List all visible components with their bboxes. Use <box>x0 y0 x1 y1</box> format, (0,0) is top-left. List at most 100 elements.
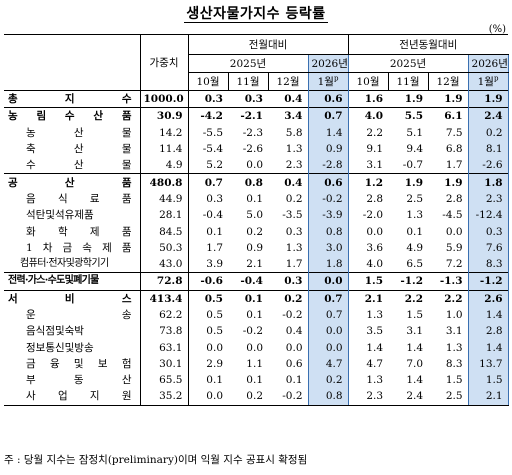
row-category: 축 산 물 <box>26 143 132 156</box>
yoy-value: 8.1 <box>467 140 509 158</box>
mom-value: 0.4 <box>285 325 303 338</box>
row-category: 음식점및숙박 <box>26 325 84 338</box>
mom-value: 0.3 <box>268 272 308 291</box>
yoy-value: 6.8 <box>445 143 463 156</box>
row-weight: 413.4 <box>139 289 188 307</box>
yoy-value: 3.6 <box>347 239 389 256</box>
header-category <box>4 35 140 91</box>
mom-value: 0.9 <box>246 241 263 254</box>
table-row: 부 동 산 65.5 0.1 0.1 0.1 0.2 1.3 1.4 1.5 1.5 <box>4 372 509 389</box>
yoy-value: 2.8 <box>467 323 509 340</box>
table-row: 사 업 지 원 35.2 0.0 0.2 -0.2 0.8 2.3 2.4 2.5 2.1 <box>4 388 509 406</box>
header-yoy-year-prev: 2025년 <box>347 54 469 73</box>
row-category: 공 산 품 <box>4 173 140 191</box>
mom-value: 0.8 <box>228 173 268 191</box>
mom-value: 0.1 <box>285 374 303 387</box>
mom-value: 1.3 <box>285 241 303 254</box>
table-row: 1 차 금 속 제 품 50.3 1.7 0.9 1.3 3.0 3.6 4.9 5.9 7.6 <box>4 239 509 256</box>
yoy-value: 1.4 <box>406 341 424 354</box>
mom-value: -0.6 <box>187 272 228 291</box>
page-title: 생산자물가지수 등락률 <box>184 6 328 23</box>
header-mom-month: 12월 <box>267 72 308 91</box>
mom-value: 0.1 <box>246 309 263 321</box>
mom-value: -0.4 <box>228 272 268 291</box>
mom-value: 0.5 <box>187 323 228 340</box>
mom-value: 1.3 <box>285 143 303 156</box>
mom-value: -0.2 <box>242 325 263 338</box>
mom-value: 0.0 <box>187 388 228 406</box>
mom-value: 0.7 <box>307 306 349 324</box>
row-category: 농 림 수 산 품 <box>4 107 140 125</box>
mom-value: 1.7 <box>187 239 228 256</box>
mom-value: 2.1 <box>246 258 263 271</box>
yoy-value: 7.5 <box>445 126 463 139</box>
mom-value: 0.1 <box>246 374 263 387</box>
mom-value: -4.2 <box>187 107 228 125</box>
row-category: 전력·가스·수도및폐기물 <box>4 272 140 291</box>
mom-value: 0.0 <box>307 323 349 340</box>
row-category: 농 산 물 <box>26 126 132 139</box>
yoy-value: 9.1 <box>347 140 389 158</box>
yoy-value: 2.8 <box>445 192 463 205</box>
row-category: 금 융 및 보 험 <box>26 357 132 370</box>
yoy-value: 1.9 <box>388 173 429 191</box>
table-row: 음식점및숙박 73.8 0.5 -0.2 0.4 0.0 3.5 3.1 3.1 2.8 <box>4 323 509 340</box>
table-row: 총 지 수 1000.0 0.3 0.3 0.4 0.6 1.6 1.9 1.9 1.9 <box>4 90 509 108</box>
yoy-value: 2.4 <box>467 107 509 125</box>
yoy-value: 1.5 <box>445 374 463 387</box>
yoy-value: 0.2 <box>467 124 509 141</box>
header-yoy-month: 10월 <box>347 72 389 91</box>
yoy-value: 1.4 <box>467 339 509 356</box>
mom-value: 0.2 <box>246 225 263 238</box>
mom-value: 0.2 <box>285 192 303 205</box>
yoy-value: 5.1 <box>406 126 424 139</box>
yoy-value: 2.5 <box>428 388 469 406</box>
mom-value: 0.8 <box>307 223 349 240</box>
row-category: 사 업 지 원 <box>4 388 140 406</box>
yoy-value: 2.3 <box>347 388 389 406</box>
unit-label: (%) <box>488 24 506 35</box>
yoy-value: 2.2 <box>388 289 429 307</box>
row-weight: 43.0 <box>139 255 188 273</box>
mom-value: 0.0 <box>246 159 263 172</box>
yoy-value: 4.0 <box>347 107 389 125</box>
table-header: 가중치 전월대비 전년동월대비 2025년 2026년 2025년 2026년 … <box>4 34 509 91</box>
mom-value: 0.0 <box>285 341 303 354</box>
yoy-value: 2.2 <box>428 289 469 307</box>
mom-value: 3.9 <box>187 255 228 273</box>
mom-value: 2.3 <box>285 159 303 172</box>
row-weight: 14.2 <box>139 124 188 141</box>
yoy-value: 2.4 <box>388 388 429 406</box>
mom-value: -0.2 <box>307 190 349 208</box>
yoy-value: 13.7 <box>467 355 509 373</box>
yoy-value: 1.5 <box>347 272 389 291</box>
yoy-value: 1.3 <box>347 372 389 389</box>
yoy-value: 0.1 <box>406 225 424 238</box>
yoy-value: -2.6 <box>467 157 509 174</box>
header-mom: 전월대비 <box>187 34 349 55</box>
yoy-value: 9.4 <box>406 143 424 156</box>
yoy-value: 2.5 <box>406 192 424 205</box>
yoy-value: -2.0 <box>347 207 389 224</box>
mom-value: 0.1 <box>228 289 268 307</box>
yoy-value: -0.7 <box>402 159 424 172</box>
mom-value: -0.4 <box>187 207 228 224</box>
row-category: 컴퓨터·전자및광학기기 <box>20 258 109 270</box>
row-weight: 28.1 <box>139 207 188 224</box>
yoy-value: -1.2 <box>388 272 429 291</box>
mom-value: -5.4 <box>187 140 228 158</box>
mom-value: -2.1 <box>228 107 268 125</box>
yoy-value: 1.3 <box>406 209 424 222</box>
table-row: 전력·가스·수도및폐기물 72.8 -0.6 -0.4 0.3 0.0 1.5 -1.2 -1.… <box>4 272 509 291</box>
table-row: 수 산 물 4.9 5.2 0.0 2.3 -2.8 3.1 -0.7 1.7 -2.6 <box>4 157 509 174</box>
footnote: 주 : 당월 지수는 잠정치(preliminary)이며 익월 지수 공표시 … <box>4 454 308 466</box>
row-weight: 84.5 <box>139 223 188 240</box>
yoy-value: 4.7 <box>347 355 389 373</box>
yoy-value: 4.0 <box>347 255 389 273</box>
yoy-value: 5.9 <box>445 241 463 254</box>
table-row: 축 산 물 11.4 -5.4 -2.6 1.3 0.9 9.1 9.4 6.8 8.1 <box>4 140 509 158</box>
row-category: 음 식 료 품 <box>26 192 132 205</box>
header-mom-year-cur: 2026년 <box>307 54 349 73</box>
yoy-value: 3.1 <box>445 325 463 338</box>
